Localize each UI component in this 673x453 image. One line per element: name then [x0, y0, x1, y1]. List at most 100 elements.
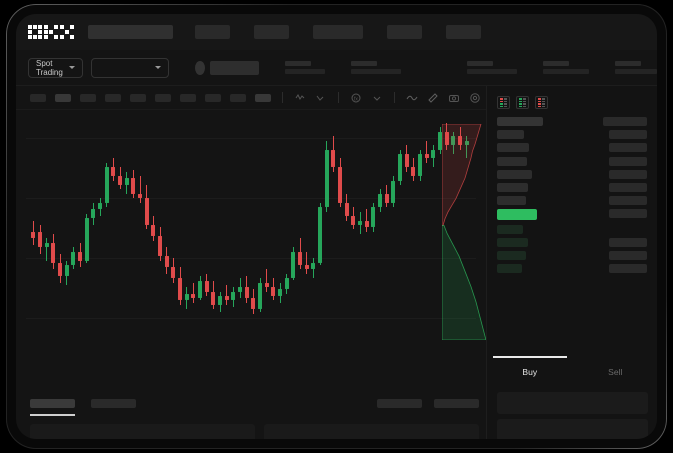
orderbook-row[interactable]: [497, 117, 647, 126]
indicator-icon[interactable]: fx: [350, 92, 362, 104]
interval-button-1[interactable]: [30, 93, 46, 102]
candle-body: [398, 153, 402, 181]
candle-body: [284, 278, 289, 290]
candle-body: [138, 193, 142, 199]
order-field-2[interactable]: [497, 419, 648, 439]
orderbook-rows[interactable]: [487, 117, 657, 285]
market-stat-5: [615, 61, 657, 74]
stat-value: [615, 69, 657, 74]
orderbook-amount-cell: [609, 264, 647, 274]
stat-label: [467, 61, 494, 66]
tab-buy[interactable]: Buy: [487, 356, 573, 386]
bottom-right-tab-1[interactable]: [377, 399, 422, 408]
settings-gear-icon[interactable]: [469, 92, 481, 104]
interval-button-4[interactable]: [105, 93, 121, 102]
chart-gridline: [26, 318, 476, 319]
candle-wick: [306, 251, 308, 274]
orderbook-both-icon[interactable]: [497, 96, 510, 109]
interval-button-9[interactable]: [230, 93, 246, 102]
trading-mode-selector[interactable]: Spot Trading: [28, 57, 83, 78]
candle-body: [411, 167, 416, 177]
logo-letter-k: [44, 25, 58, 39]
candlestick-chart-icon[interactable]: [294, 92, 306, 104]
orderbook-last-price-row[interactable]: [497, 209, 647, 221]
candle-body: [291, 251, 296, 279]
last-price-badge: [497, 209, 537, 221]
orderbook-price-cell: [497, 237, 528, 247]
market-stat-4: [543, 61, 590, 74]
pair-avatar: [195, 60, 205, 75]
candle-body: [118, 176, 122, 186]
nav-item-1[interactable]: [195, 25, 230, 39]
interval-button-5[interactable]: [130, 93, 146, 102]
bottom-right-tab-2[interactable]: [434, 399, 479, 408]
orderbook-row[interactable]: [497, 237, 647, 247]
orderbook-price-cell: [497, 130, 525, 140]
orderbook-row[interactable]: [497, 224, 647, 234]
candle-body: [38, 231, 42, 248]
candle-body: [351, 216, 356, 225]
candle-body: [344, 202, 349, 217]
nav-item-2[interactable]: [254, 25, 289, 39]
candle-body: [124, 178, 129, 186]
orderbook-row[interactable]: [497, 182, 647, 192]
candle-body: [64, 264, 69, 277]
interval-button-2[interactable]: [55, 93, 71, 102]
interval-button-7[interactable]: [180, 93, 196, 102]
order-panel: Buy Sell: [486, 86, 657, 439]
bottom-tab-2[interactable]: [91, 399, 136, 408]
orderbook-row[interactable]: [497, 250, 647, 260]
interval-button-6[interactable]: [155, 93, 171, 102]
trend-line-icon[interactable]: [406, 92, 418, 104]
candle-body: [158, 236, 162, 257]
candle-wick: [192, 282, 194, 303]
bottom-panel-left: [30, 424, 255, 439]
order-field-1[interactable]: [497, 392, 648, 414]
orderbook-row[interactable]: [497, 143, 647, 153]
bottom-tab-1[interactable]: [30, 399, 75, 408]
orderbook-row[interactable]: [497, 156, 647, 166]
orderbook-row[interactable]: [497, 196, 647, 206]
stat-value: [543, 69, 590, 74]
candle-body: [244, 287, 249, 299]
nav-item-5[interactable]: [446, 25, 481, 39]
candle-body: [451, 136, 456, 146]
nav-item-3[interactable]: [313, 25, 363, 39]
interval-button-8[interactable]: [205, 93, 221, 102]
logo-letter-o: [28, 25, 42, 39]
line-chart-icon[interactable]: [315, 92, 327, 104]
stat-value: [285, 69, 326, 74]
orderbook-row[interactable]: [497, 264, 647, 274]
candle-wick: [226, 284, 228, 305]
candle-body: [238, 287, 242, 292]
candle-body: [44, 242, 49, 248]
nav-search-placeholder[interactable]: [88, 25, 173, 39]
candle-wick: [466, 136, 468, 159]
buy-sell-tabs: Buy Sell: [487, 356, 657, 386]
candle-body: [444, 131, 449, 146]
market-stat-2: [351, 61, 402, 74]
orderbook-row[interactable]: [497, 130, 647, 140]
price-chart[interactable]: [16, 110, 486, 340]
market-stat-3: [467, 61, 518, 74]
chevron-down-icon[interactable]: [371, 92, 383, 104]
trading-pair-selector[interactable]: [90, 57, 170, 78]
camera-icon[interactable]: [448, 92, 460, 104]
interval-button-10[interactable]: [255, 93, 271, 102]
candle-body: [104, 167, 109, 203]
candle-wick: [266, 269, 268, 292]
icon-bars-2: [542, 98, 545, 107]
candle-body: [324, 149, 329, 208]
candle-body: [358, 220, 362, 225]
candle-wick: [46, 238, 48, 261]
tab-sell[interactable]: Sell: [608, 367, 623, 377]
candle-body: [131, 178, 136, 194]
okx-logo-icon[interactable]: [28, 25, 74, 39]
orderbook-asks-icon[interactable]: [535, 96, 548, 109]
nav-item-4[interactable]: [387, 25, 422, 39]
interval-button-3[interactable]: [80, 93, 96, 102]
candle-body: [264, 282, 269, 288]
orderbook-bids-icon[interactable]: [516, 96, 529, 109]
orderbook-row[interactable]: [497, 169, 647, 179]
ruler-icon[interactable]: [427, 92, 439, 104]
